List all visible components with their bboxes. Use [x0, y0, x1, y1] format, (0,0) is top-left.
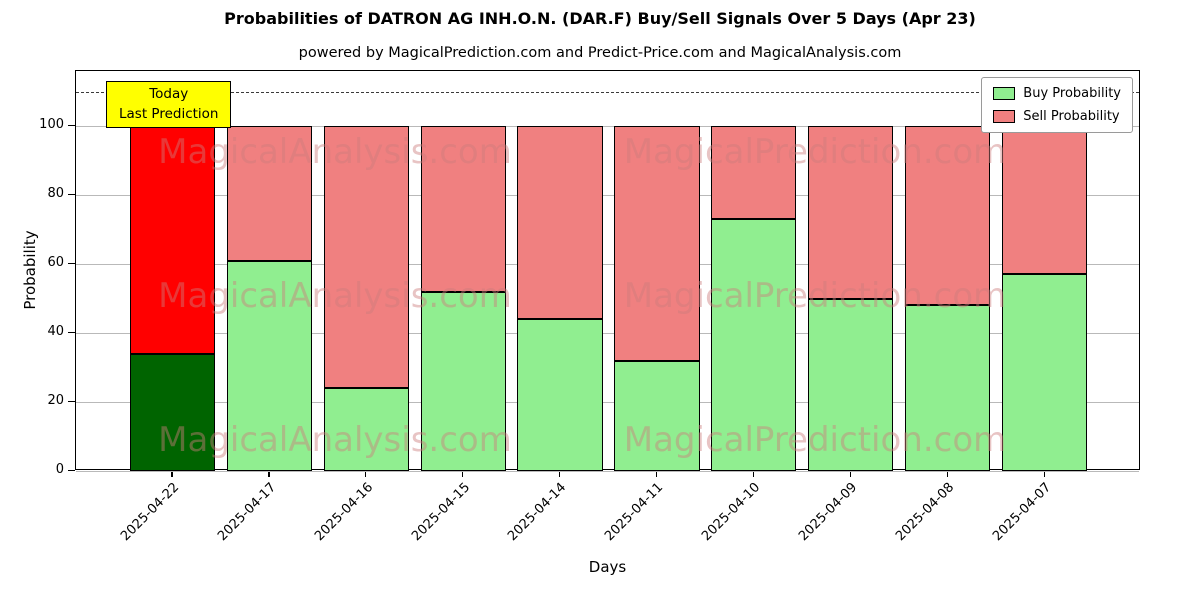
today-annotation: Today Last Prediction — [106, 81, 232, 129]
y-gridline — [76, 264, 1139, 266]
buy-bar-segment — [711, 219, 797, 471]
y-tick-label: 0 — [55, 462, 64, 477]
sell-bar-segment — [808, 126, 894, 299]
x-tick-label-text: 2025-04-11 — [602, 480, 667, 545]
y-tick-mark — [68, 470, 75, 472]
y-tick-mark — [68, 263, 75, 265]
legend-entry-sell: Sell Probability — [993, 109, 1121, 124]
buy-bar-segment — [614, 360, 700, 471]
x-tick-mark — [752, 470, 755, 477]
x-tick-mark — [655, 470, 658, 477]
x-tick-label-text: 2025-04-07 — [990, 480, 1055, 545]
buy-swatch-icon — [993, 87, 1016, 100]
x-tick-mark — [559, 470, 561, 477]
x-tick-mark — [268, 470, 270, 477]
y-tick-label: 60 — [47, 255, 64, 271]
sell-bar-segment — [420, 126, 506, 292]
x-tick-label-text: 2025-04-08 — [893, 480, 958, 545]
y-gridline — [76, 333, 1139, 335]
sell-bar-segment — [129, 126, 216, 354]
y-tick-label: 80 — [47, 186, 64, 202]
x-tick-mark — [1043, 470, 1045, 477]
y-tick-mark — [68, 332, 75, 334]
x-tick-label-text: 2025-04-16 — [311, 480, 376, 545]
x-tick-label-text: 2025-04-10 — [699, 480, 764, 545]
x-tick-label-text: 2025-04-22 — [118, 480, 183, 545]
legend-label-buy: Buy Probability — [1023, 86, 1121, 101]
x-tick-label-text: 2025-04-14 — [505, 480, 570, 545]
sell-bar-segment — [517, 126, 603, 320]
y-gridline — [76, 195, 1139, 197]
buy-bar-segment — [905, 305, 991, 471]
sell-bar-segment — [1001, 126, 1088, 275]
buy-bar-segment — [517, 319, 603, 471]
legend-entry-buy: Buy Probability — [993, 86, 1121, 101]
sell-bar-segment — [323, 126, 409, 389]
sell-bar-segment — [226, 126, 312, 261]
x-tick-mark — [171, 470, 173, 477]
sell-swatch-icon — [993, 110, 1016, 123]
buy-bar-segment — [323, 388, 409, 471]
sell-bar-segment — [711, 126, 797, 220]
sell-bar-segment — [614, 126, 700, 361]
buy-bar-segment — [1001, 274, 1088, 471]
y-tick-label: 20 — [47, 393, 64, 409]
y-gridline — [76, 471, 1139, 472]
legend-label-sell: Sell Probability — [1023, 109, 1120, 124]
buy-bar-segment — [226, 260, 312, 471]
y-gridline — [76, 402, 1139, 404]
x-tick-mark — [849, 470, 851, 477]
y-tick-label: 100 — [39, 117, 64, 133]
y-tick-mark — [68, 401, 75, 403]
x-tick-mark — [946, 470, 948, 477]
annotation-line2: Last Prediction — [119, 105, 219, 122]
x-tick-label-text: 2025-04-15 — [408, 480, 473, 545]
x-tick-mark — [462, 470, 464, 477]
legend: Buy Probability Sell Probability — [981, 77, 1133, 133]
plot-area: Buy Probability Sell Probability Today L… — [75, 70, 1140, 472]
y-tick-mark — [68, 194, 75, 196]
x-axis-label: Days — [588, 558, 627, 576]
sell-bar-segment — [905, 126, 991, 306]
x-tick-label-text: 2025-04-17 — [214, 480, 279, 545]
buy-bar-segment — [808, 298, 894, 471]
y-gridline — [76, 126, 1139, 128]
x-tick-mark — [365, 470, 367, 477]
chart-title: Probabilities of DATRON AG INH.O.N. (DAR… — [224, 9, 976, 28]
chart-subtitle: powered by MagicalPrediction.com and Pre… — [298, 45, 902, 61]
y-tick-label: 40 — [47, 324, 64, 340]
buy-bar-segment — [420, 291, 506, 471]
threshold-dashed-line — [76, 91, 1139, 93]
buy-bar-segment — [129, 353, 216, 471]
annotation-line1: Today — [149, 86, 189, 102]
x-tick-label-text: 2025-04-09 — [796, 480, 861, 545]
y-tick-mark — [68, 125, 75, 127]
